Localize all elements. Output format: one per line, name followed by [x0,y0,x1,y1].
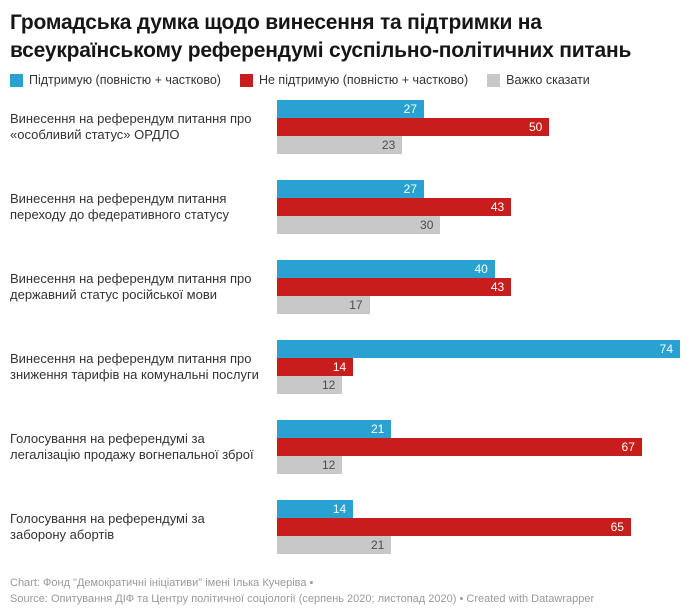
bar-track: 27 50 23 [277,100,680,155]
bar-group: Винесення на референдум питання про зниж… [10,340,680,395]
footer-source-line: Source: Опитування ДІФ та Центру політич… [10,593,595,606]
bar-group: Голосування на референдумі за легалізаці… [10,420,680,475]
bar-oppose: 65 [277,518,631,537]
bar-undecided: 17 [277,296,370,315]
bar-value-label: 12 [321,378,336,393]
legend: Підтримую (повністю + частково) Не підтри… [10,73,680,87]
bar-oppose: 14 [277,358,354,377]
bar-value-label: 43 [490,200,505,215]
bar-value-label: 27 [403,182,418,197]
bar-support: 27 [277,180,425,199]
chart-title: Громадська думка щодо винесення та підтр… [10,11,632,62]
bar-value-label: 43 [490,280,505,295]
bar-value-label: 30 [420,218,434,233]
footer: Chart: Фонд "Демократичні ініціативи" ім… [10,576,680,608]
bar-undecided: 30 [277,216,441,235]
bar-value-label: 12 [321,458,336,473]
legend-swatch [10,73,23,87]
bar-undecided: 21 [277,536,392,555]
bar-oppose: 50 [277,118,550,137]
bar-value-label: 27 [403,102,418,117]
grouped-bar-chart: Винесення на референдум питання про «осо… [10,100,680,555]
bar-group: Винесення на референдум питання переходу… [10,180,680,235]
bar-track: 14 65 21 [277,500,680,555]
bar-support: 40 [277,260,495,279]
category-label: Винесення на референдум питання про зниж… [10,350,259,383]
category-label: Винесення на референдум питання переходу… [10,190,230,223]
bar-support: 27 [277,100,425,119]
bar-value-label: 74 [659,342,673,357]
bar-track: 40 43 17 [277,260,680,315]
bar-value-label: 21 [371,422,385,437]
legend-swatch [239,73,253,87]
bar-undecided: 12 [277,456,343,475]
bar-support: 14 [277,500,354,519]
bar-value-label: 17 [349,298,363,313]
bar-group: Винесення на референдум питання про держ… [10,260,680,315]
bar-value-label: 14 [332,502,347,517]
legend-swatch [487,73,501,87]
legend-item: Важко сказати [487,73,590,87]
bar-track: 27 43 30 [277,180,680,235]
category-label: Винесення на референдум питання про «осо… [10,110,252,143]
legend-label: Не підтримую (повністю + частково) [258,73,469,88]
bar-value-label: 23 [381,138,396,153]
category-label: Голосування на референдумі за легалізаці… [10,430,254,463]
bar-value-label: 14 [332,360,347,375]
legend-label: Важко сказати [506,73,590,88]
bar-track: 21 67 12 [277,420,680,475]
bar-value-label: 65 [610,520,624,535]
bar-value-label: 21 [371,538,385,553]
bar-oppose: 67 [277,438,642,457]
legend-item: Підтримую (повністю + частково) [10,73,221,87]
category-label: Винесення на референдум питання про держ… [10,270,252,303]
bar-oppose: 43 [277,278,512,297]
category-label: Голосування на референдумі за заборону а… [10,510,205,543]
legend-item: Не підтримую (повністю + частково) [239,73,469,88]
bar-oppose: 43 [277,198,512,217]
footer-chart-credit: Chart: Фонд "Демократичні ініціативи" ім… [10,577,314,590]
bar-value-label: 67 [621,440,635,455]
bar-support: 74 [277,340,680,359]
bar-group: Голосування на референдумі за заборону а… [10,500,680,555]
bar-track: 74 14 12 [277,340,680,395]
bar-undecided: 23 [277,136,403,155]
bar-group: Винесення на референдум питання про «осо… [10,100,680,155]
bar-value-label: 40 [474,262,488,277]
legend-label: Підтримую (повністю + частково) [29,73,221,88]
bar-support: 21 [277,420,392,439]
bar-value-label: 50 [528,120,543,135]
bar-undecided: 12 [277,376,343,395]
